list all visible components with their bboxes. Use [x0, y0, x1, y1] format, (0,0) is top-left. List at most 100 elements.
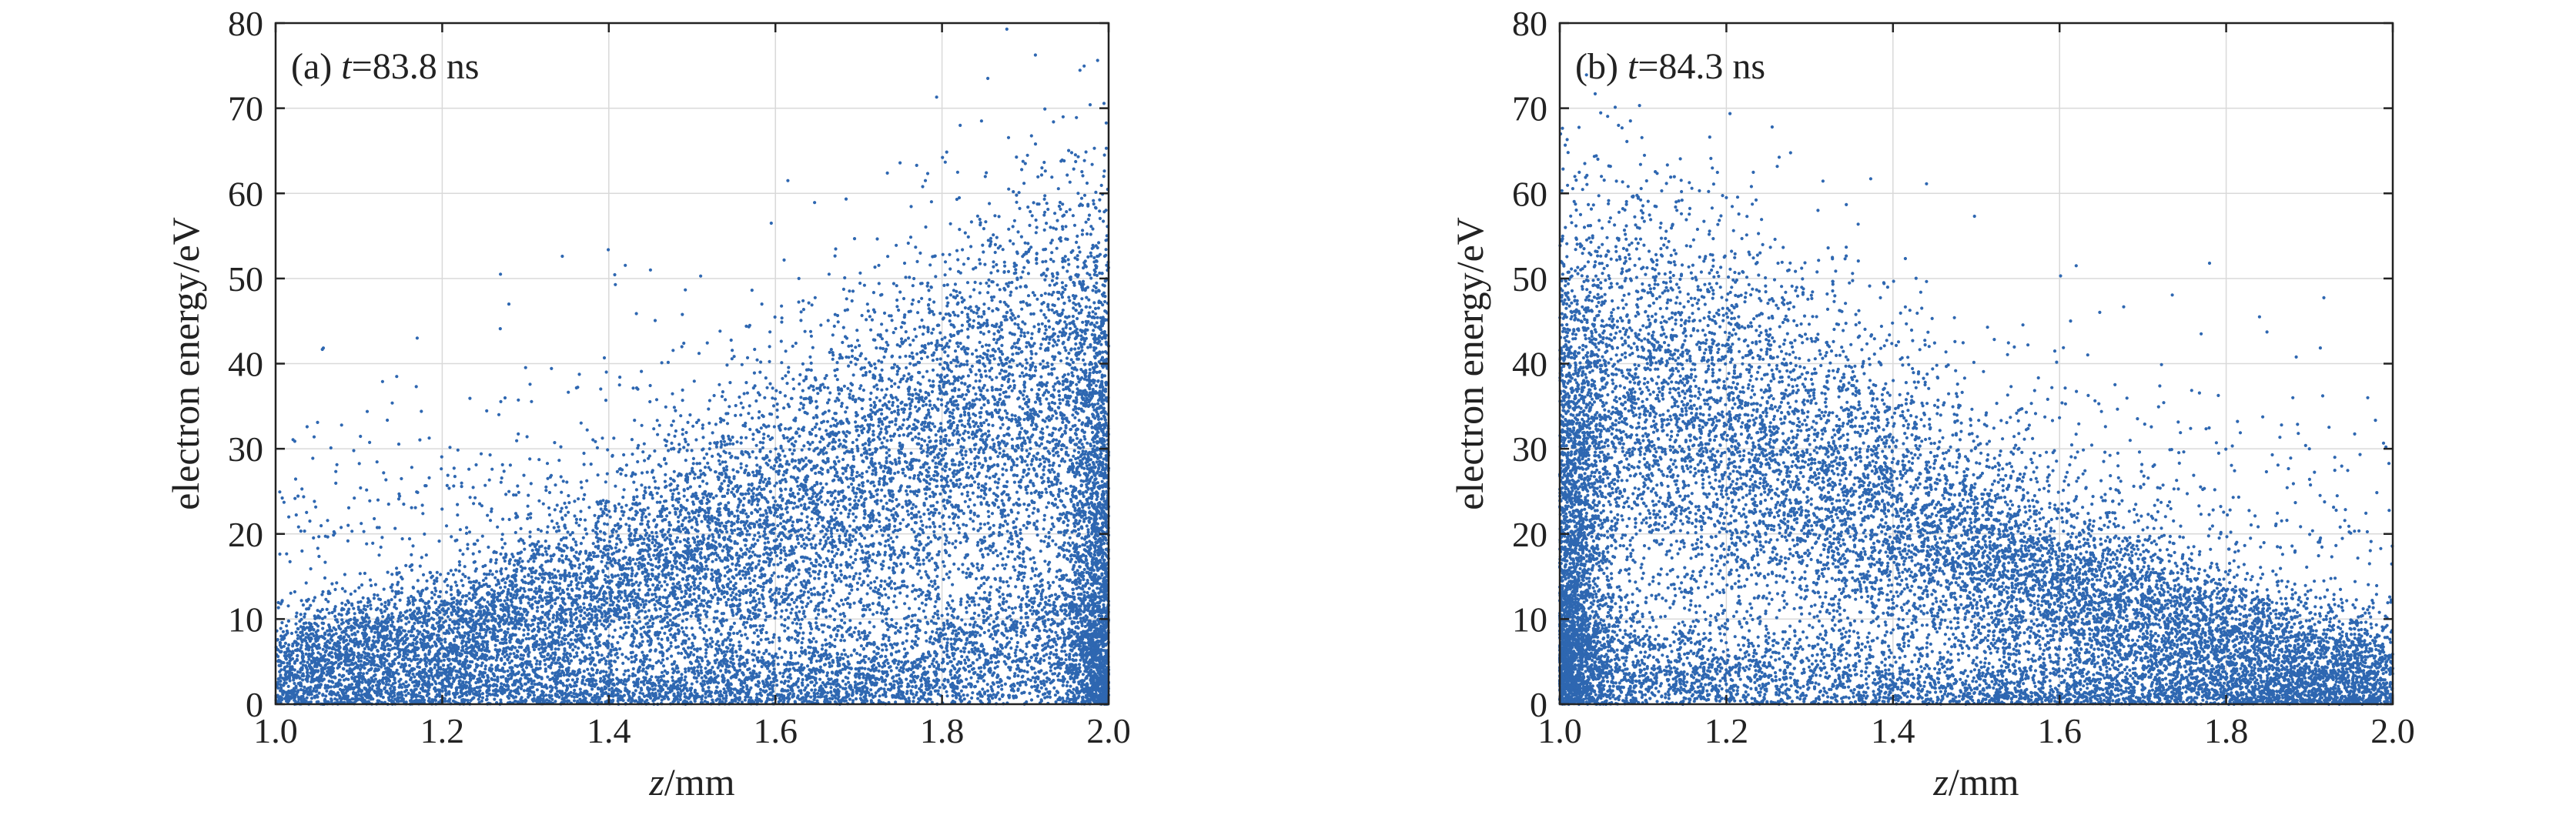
panel-a-data-point — [858, 386, 861, 390]
panel-a-data-point — [955, 426, 959, 430]
panel-a-data-point — [842, 639, 846, 643]
panel-a-data-point — [938, 362, 942, 366]
panel-a-data-point — [922, 531, 925, 535]
panel-a-data-point — [840, 402, 844, 406]
panel-a-data-point — [444, 590, 449, 594]
panel-a-data-point — [616, 573, 621, 577]
panel-a-data-point — [398, 598, 402, 603]
panel-a-data-point — [817, 602, 821, 606]
panel-a-data-point — [887, 596, 891, 600]
panel-a-data-point — [677, 519, 681, 524]
panel-a-data-point — [309, 567, 313, 571]
panel-a-data-point — [477, 549, 481, 553]
panel-a-data-point — [545, 553, 549, 556]
panel-a-data-point — [714, 529, 719, 533]
panel-a-data-point — [471, 633, 475, 637]
panel-a-data-point — [808, 355, 812, 359]
panel-a-data-point — [982, 523, 987, 526]
panel-a-data-point — [886, 527, 890, 531]
panel-a-data-point — [822, 535, 826, 539]
panel-a-data-point — [847, 548, 851, 552]
panel-a-data-point — [937, 549, 941, 554]
panel-a-data-point — [570, 615, 574, 619]
panel-a-data-point — [743, 576, 748, 580]
panel-a-data-point — [624, 463, 629, 467]
panel-a-data-point — [748, 593, 752, 597]
panel-a-data-point — [991, 395, 995, 399]
panel-a-data-point — [496, 635, 500, 639]
panel-a-data-point — [773, 616, 777, 620]
panel-a-data-point — [704, 648, 708, 652]
panel-a-data-point — [979, 406, 983, 410]
panel-a-data-point — [383, 600, 387, 605]
panel-a-data-point — [690, 526, 694, 529]
panel-a-data-point — [454, 568, 458, 572]
panel-a-data-point — [614, 484, 617, 488]
panel-a-data-point — [962, 397, 966, 401]
panel-a-data-point — [483, 667, 487, 671]
panel-a-data-point — [813, 576, 817, 580]
panel-a-data-point — [581, 561, 585, 566]
panel-a-data-point — [897, 366, 901, 370]
panel-a-data-point — [935, 564, 938, 568]
panel-a-data-point — [393, 603, 397, 606]
panel-a-data-point — [963, 231, 967, 235]
panel-a-data-point — [1043, 292, 1047, 296]
panel-a-data-point — [433, 586, 437, 590]
panel-a-data-point — [702, 456, 706, 460]
panel-a-data-point — [637, 502, 642, 506]
panel-a-data-point — [1044, 328, 1048, 332]
panel-a-data-point — [925, 525, 928, 529]
panel-a-data-point — [896, 408, 900, 413]
panel-a-data-point — [1012, 242, 1015, 246]
panel-a-data-point — [839, 553, 843, 556]
panel-a-data-point — [826, 444, 830, 448]
panel-a-data-point — [299, 643, 303, 647]
panel-a-data-point — [919, 519, 923, 523]
panel-a-data-point — [680, 626, 684, 630]
panel-a-data-point — [633, 592, 637, 596]
panel-a-data-point — [728, 405, 731, 409]
panel-a-data-point — [990, 413, 994, 417]
panel-a-data-point — [979, 522, 982, 526]
panel-a-data-point — [1096, 306, 1100, 310]
panel-a-data-point — [1026, 623, 1030, 627]
panel-a-data-point — [771, 386, 774, 390]
panel-a-data-point — [938, 442, 943, 446]
panel-a-data-point — [784, 487, 788, 491]
panel-a-data-point — [738, 484, 743, 489]
panel-a-data-point — [839, 404, 844, 409]
panel-a-data-point — [574, 517, 579, 522]
panel-a-data-point — [560, 588, 565, 593]
panel-a-data-point — [685, 498, 689, 503]
panel-a-data-point — [635, 503, 639, 507]
panel-a-data-point — [1102, 219, 1106, 223]
panel-a-data-point — [1036, 175, 1040, 179]
panel-a-data-point — [622, 488, 626, 492]
panel-a-data-point — [667, 604, 671, 608]
panel-a-data-point — [681, 577, 685, 581]
panel-a-data-point — [623, 620, 627, 625]
panel-a-data-point — [506, 593, 510, 596]
panel-a-data-point — [741, 573, 745, 577]
panel-a-data-point — [1030, 459, 1034, 463]
panel-a-data-point — [813, 593, 817, 596]
panel-a-data-point — [791, 576, 795, 580]
panel-a-data-point — [782, 436, 786, 440]
panel-a-data-point — [992, 542, 995, 546]
panel-a-data-point — [948, 332, 952, 337]
panel-a-data-point — [744, 633, 748, 636]
panel-a-data-point — [943, 375, 947, 379]
panel-a-data-point — [675, 573, 679, 577]
panel-a-data-point — [532, 559, 536, 563]
panel-a-data-point — [911, 298, 915, 302]
panel-a-data-point — [996, 329, 1000, 333]
panel-a-data-point — [1071, 315, 1075, 319]
panel-a-data-point — [907, 372, 911, 376]
panel-a-data-point — [807, 506, 811, 509]
panel-a-data-point — [1061, 382, 1065, 386]
panel-a-data-point — [320, 621, 324, 625]
panel-a-data-point — [785, 382, 789, 386]
panel-a-data-point — [682, 566, 687, 570]
panel-a-data-point — [643, 528, 647, 533]
